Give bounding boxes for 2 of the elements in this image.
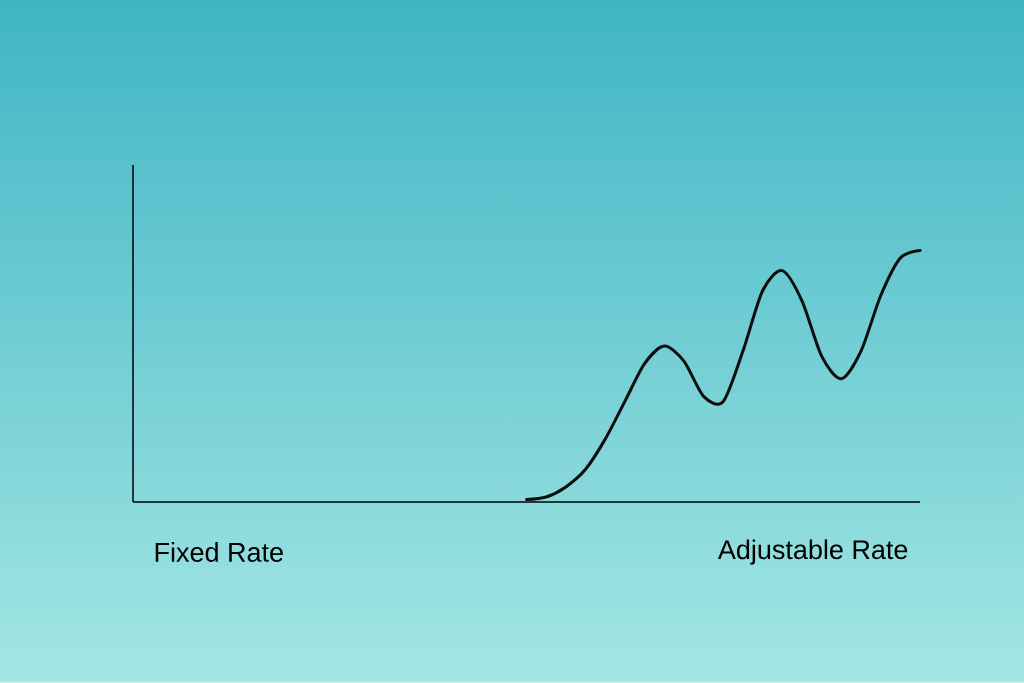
text: Fixed Rate [155, 542, 283, 562]
text: Adjustable Rate [717, 539, 908, 565]
